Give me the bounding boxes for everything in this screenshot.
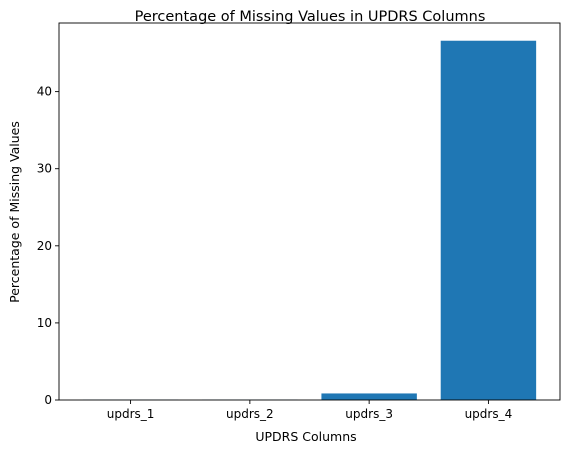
chart-title: Percentage of Missing Values in UPDRS Co… xyxy=(135,9,486,25)
plot-frame xyxy=(58,22,561,401)
y-tick-label-30: 30 xyxy=(37,162,52,176)
plot-area: updrs_1 updrs_2 updrs_3 updrs_4 0 10 20 30 40 xyxy=(37,40,537,421)
bar-updrs_3 xyxy=(321,393,417,400)
x-tick-label-updrs_4: updrs_4 xyxy=(465,407,513,421)
x-tick-label-updrs_2: updrs_2 xyxy=(226,407,274,421)
x-tick-label-updrs_1: updrs_1 xyxy=(107,407,155,421)
y-tick-label-20: 20 xyxy=(37,239,52,253)
bar-updrs_4 xyxy=(440,40,537,400)
y-tick-label-10: 10 xyxy=(37,316,52,330)
x-tick-label-updrs_3: updrs_3 xyxy=(345,407,393,421)
x-axis-label: UPDRS Columns xyxy=(255,429,356,444)
y-tick-label-0: 0 xyxy=(44,393,52,407)
y-axis-label: Percentage of Missing Values xyxy=(7,121,22,303)
y-tick-label-40: 40 xyxy=(37,85,52,99)
